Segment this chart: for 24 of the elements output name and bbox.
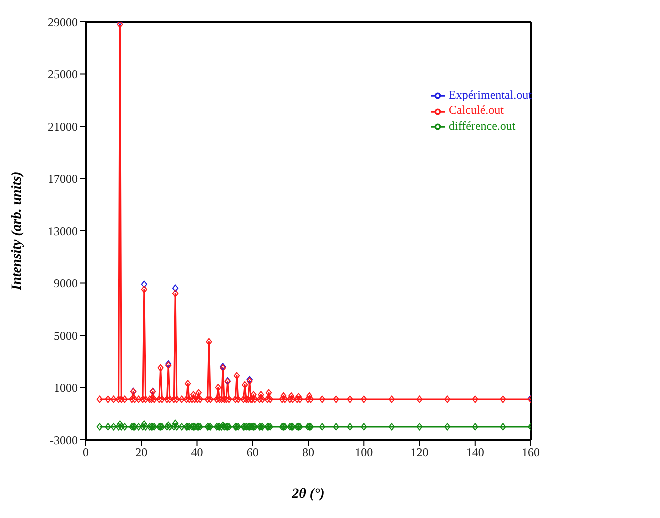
x-tick-label: 40 (191, 446, 204, 460)
point (141, 280, 148, 288)
x-tick-label: 20 (136, 446, 148, 460)
y-tick-label: -3000 (50, 433, 78, 448)
x-tick-label: 80 (302, 446, 315, 460)
y-tick-label: 29000 (48, 15, 78, 30)
legend-label: différence.out (449, 118, 516, 132)
x-tick-label: 140 (466, 446, 484, 460)
y-tick-label: 1000 (54, 381, 78, 396)
y-axis-title: Intensity (arb. units) (10, 172, 25, 292)
y-tick-label: 25000 (48, 68, 78, 82)
y-tick-label: 5000 (54, 328, 78, 343)
x-tick-label: 100 (355, 446, 374, 460)
x-tick-label: 160 (522, 446, 540, 460)
y-tick-label: 9000 (54, 276, 78, 291)
x-tick-label: 60 (246, 446, 259, 460)
legend-label: Calculé.out (449, 103, 504, 118)
y-tick-label: 21000 (48, 120, 78, 134)
y-tick-label: 17000 (48, 172, 78, 186)
x-axis-title: 2θ (°) (291, 487, 325, 502)
x-tick-label: 0 (83, 446, 89, 460)
x-tick-label: 120 (410, 446, 429, 460)
y-tick-label: 13000 (48, 224, 78, 238)
point (172, 284, 179, 292)
